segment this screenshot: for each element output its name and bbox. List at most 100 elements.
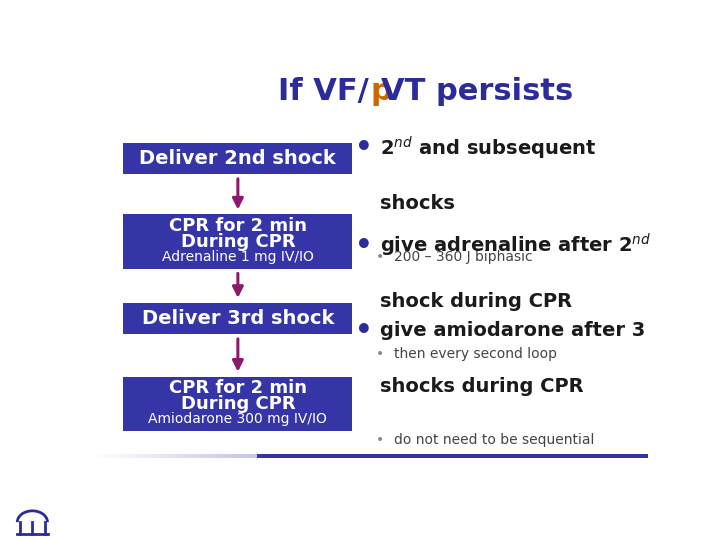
Text: •: •	[354, 232, 372, 260]
Bar	[390, 454, 397, 458]
Bar	[529, 454, 536, 458]
Bar	[181, 454, 188, 458]
Bar	[459, 454, 467, 458]
Bar	[495, 454, 502, 458]
Bar	[516, 454, 523, 458]
Bar	[174, 454, 181, 458]
Text: •: •	[376, 433, 384, 447]
Bar	[376, 454, 383, 458]
Bar	[606, 454, 613, 458]
Bar	[132, 454, 139, 458]
Bar	[487, 454, 495, 458]
Bar	[355, 454, 362, 458]
Bar	[320, 454, 327, 458]
Text: •: •	[354, 317, 372, 345]
Bar	[634, 454, 641, 458]
Bar	[202, 454, 209, 458]
Text: shock during CPR: shock during CPR	[380, 292, 572, 310]
Bar	[334, 454, 341, 458]
Text: give amiodarone after 3: give amiodarone after 3	[380, 321, 645, 340]
Text: VT persists: VT persists	[382, 77, 574, 106]
Text: shocks during CPR: shocks during CPR	[380, 377, 584, 396]
Text: During CPR: During CPR	[181, 395, 295, 413]
Bar	[481, 454, 487, 458]
Bar	[627, 454, 634, 458]
Bar	[550, 454, 557, 458]
Bar	[585, 454, 592, 458]
Bar	[411, 454, 418, 458]
Bar	[425, 454, 432, 458]
Bar	[124, 214, 352, 268]
Bar	[578, 454, 585, 458]
Bar	[104, 454, 111, 458]
Bar	[599, 454, 606, 458]
Bar	[124, 303, 352, 334]
Text: do not need to be sequential: do not need to be sequential	[394, 433, 595, 447]
Bar	[118, 454, 125, 458]
Text: Adrenaline 1 mg IV/IO: Adrenaline 1 mg IV/IO	[162, 250, 314, 264]
Bar	[292, 454, 300, 458]
Bar	[111, 454, 118, 458]
Bar	[474, 454, 481, 458]
Text: CPR for 2 min: CPR for 2 min	[169, 217, 307, 235]
Bar	[300, 454, 306, 458]
Bar	[564, 454, 571, 458]
Text: CPR for 2 min: CPR for 2 min	[169, 379, 307, 397]
Bar	[404, 454, 411, 458]
Text: shocks: shocks	[380, 194, 455, 213]
Bar	[341, 454, 348, 458]
Bar	[523, 454, 529, 458]
Text: •: •	[376, 347, 384, 361]
Bar	[438, 454, 446, 458]
Bar	[383, 454, 390, 458]
Bar	[327, 454, 334, 458]
Bar	[613, 454, 620, 458]
Bar	[97, 454, 104, 458]
Bar	[397, 454, 404, 458]
Bar	[446, 454, 453, 458]
Text: •: •	[354, 134, 372, 162]
Bar	[251, 454, 258, 458]
Bar	[467, 454, 474, 458]
Text: p: p	[371, 77, 392, 106]
Bar	[230, 454, 236, 458]
Text: 2$^{nd}$ and subsequent: 2$^{nd}$ and subsequent	[380, 134, 596, 161]
Text: Deliver 3rd shock: Deliver 3rd shock	[142, 309, 334, 328]
Bar	[593, 454, 599, 458]
Bar	[369, 454, 376, 458]
Bar	[264, 454, 271, 458]
Text: During CPR: During CPR	[181, 233, 295, 251]
Bar	[306, 454, 313, 458]
Bar	[313, 454, 320, 458]
Bar	[348, 454, 355, 458]
Bar	[153, 454, 160, 458]
Text: then every second loop: then every second loop	[394, 347, 557, 361]
Bar	[139, 454, 145, 458]
Bar	[222, 454, 230, 458]
Bar	[620, 454, 627, 458]
Bar	[571, 454, 578, 458]
Bar	[188, 454, 194, 458]
Bar	[432, 454, 438, 458]
Bar	[285, 454, 292, 458]
Bar	[167, 454, 174, 458]
Bar	[279, 454, 285, 458]
Bar	[258, 454, 264, 458]
Bar	[544, 454, 550, 458]
Text: Deliver 2nd shock: Deliver 2nd shock	[140, 149, 336, 168]
Bar	[124, 377, 352, 431]
Bar	[243, 454, 251, 458]
Bar	[90, 454, 97, 458]
Bar	[418, 454, 425, 458]
Bar	[453, 454, 459, 458]
Text: •: •	[376, 249, 384, 264]
Bar	[145, 454, 153, 458]
Text: Amiodarone 300 mg IV/IO: Amiodarone 300 mg IV/IO	[148, 412, 328, 426]
Bar	[124, 143, 352, 174]
Bar	[236, 454, 243, 458]
Bar	[258, 454, 648, 458]
Bar	[215, 454, 222, 458]
Text: If VF/: If VF/	[278, 77, 369, 106]
Bar	[641, 454, 648, 458]
Bar	[271, 454, 279, 458]
